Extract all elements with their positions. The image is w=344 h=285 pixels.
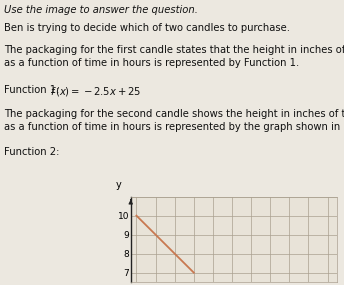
Text: Function 2:: Function 2:	[4, 147, 60, 157]
Text: Ben is trying to decide which of two candles to purchase.: Ben is trying to decide which of two can…	[4, 23, 290, 33]
Text: $f\,(x) = -2.5x + 25$: $f\,(x) = -2.5x + 25$	[50, 85, 141, 98]
Text: as a function of time in hours is represented by Function 1.: as a function of time in hours is repres…	[4, 58, 299, 68]
Text: The packaging for the first candle states that the height in inches of the candе: The packaging for the first candle state…	[4, 44, 344, 54]
Y-axis label: y: y	[116, 180, 121, 190]
Text: Use the image to answer the question.: Use the image to answer the question.	[4, 5, 198, 15]
Text: Function 1:: Function 1:	[4, 85, 63, 95]
Text: The packaging for the second candle shows the height in inches of the candе: The packaging for the second candle show…	[4, 109, 344, 119]
Text: as a function of time in hours is represented by the graph shown in Function 2:: as a function of time in hours is repres…	[4, 122, 344, 132]
